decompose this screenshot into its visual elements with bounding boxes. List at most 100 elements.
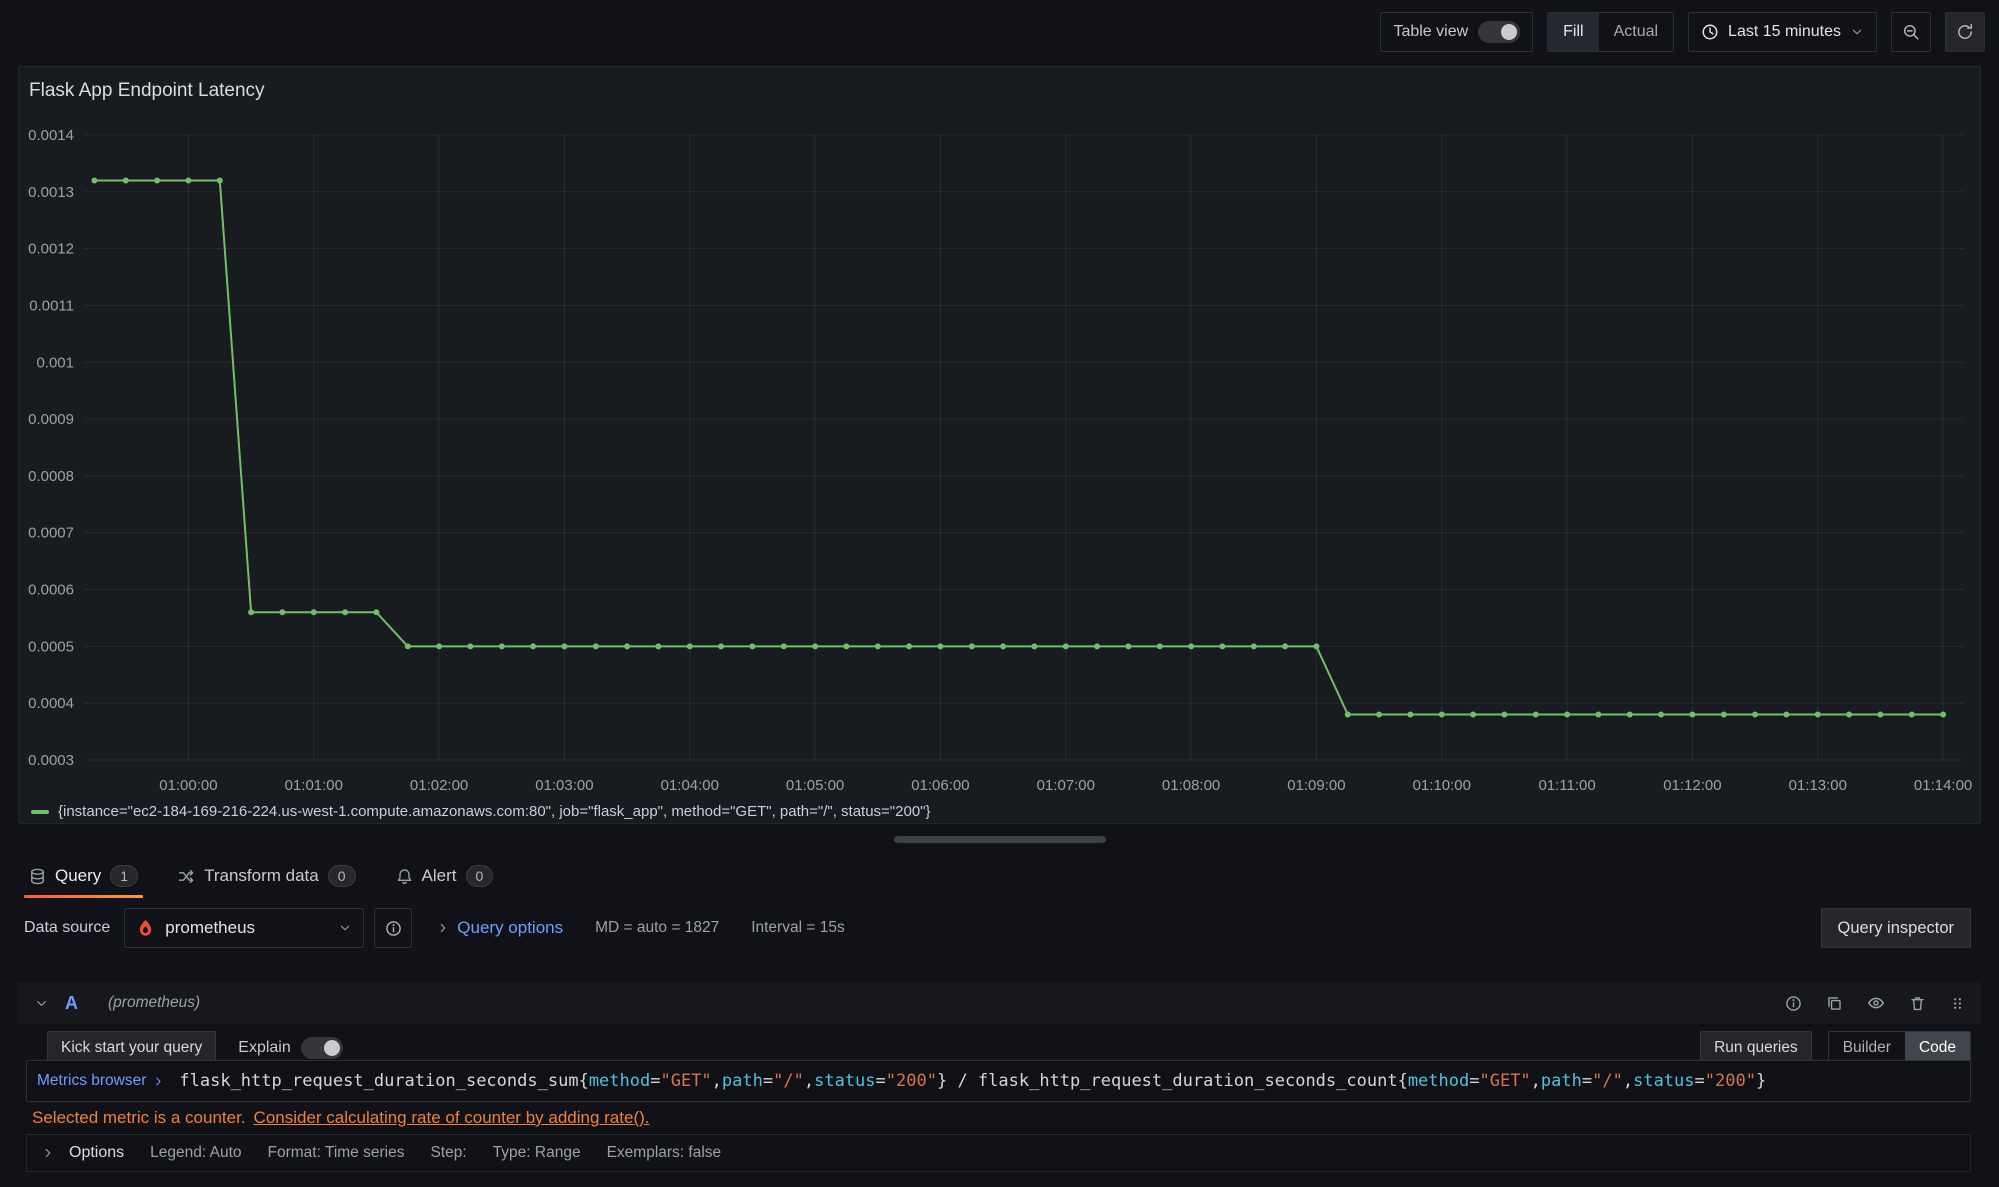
zoom-out-icon — [1902, 23, 1920, 41]
delete-query-button[interactable] — [1909, 995, 1926, 1012]
svg-text:01:04:00: 01:04:00 — [661, 777, 719, 794]
svg-text:01:08:00: 01:08:00 — [1162, 777, 1220, 794]
tab-transform-badge: 0 — [328, 865, 356, 887]
query-options-label: Query options — [457, 918, 563, 938]
svg-text:01:14:00: 01:14:00 — [1914, 777, 1972, 794]
metrics-browser-label: Metrics browser — [37, 1072, 146, 1090]
svg-text:01:10:00: 01:10:00 — [1413, 777, 1471, 794]
prometheus-icon — [136, 919, 155, 938]
svg-text:0.0009: 0.0009 — [28, 411, 74, 428]
promql-editor-row: Metrics browser flask_http_request_durat… — [26, 1060, 1971, 1102]
explain-label: Explain — [238, 1039, 290, 1057]
info-icon — [385, 920, 402, 937]
chevron-down-icon — [338, 921, 352, 935]
angle-right-icon — [152, 1075, 165, 1088]
tab-alert[interactable]: Alert 0 — [391, 854, 499, 898]
tab-alert-badge: 0 — [466, 865, 494, 887]
svg-text:01:12:00: 01:12:00 — [1663, 777, 1721, 794]
legend: {instance="ec2-184-169-216-224.us-west-1… — [31, 803, 931, 820]
option-format: Format: Time series — [268, 1144, 405, 1162]
query-inspector-button[interactable]: Query inspector — [1821, 908, 1971, 948]
latency-chart: 0.0003 0.0004 0.0005 0.0006 0.0007 0.0008 0.00… — [19, 115, 1980, 815]
query-ref-id[interactable]: A — [65, 993, 78, 1014]
transform-icon — [178, 868, 195, 885]
explain-toggle[interactable] — [301, 1037, 343, 1059]
option-exemplars: Exemplars: false — [607, 1144, 722, 1162]
interval-text: Interval = 15s — [751, 919, 844, 937]
resize-handle[interactable] — [894, 836, 1106, 843]
datasource-picker[interactable]: prometheus — [124, 908, 364, 948]
counter-warning-row: Selected metric is a counter. Consider c… — [32, 1108, 650, 1128]
clock-icon — [1701, 23, 1719, 41]
collapse-chevron-down-icon[interactable] — [34, 996, 49, 1011]
query-datasource-hint: (prometheus) — [108, 994, 200, 1012]
database-icon — [29, 868, 46, 885]
bell-icon — [396, 868, 413, 885]
svg-text:0.0006: 0.0006 — [28, 582, 74, 599]
svg-text:0.0008: 0.0008 — [28, 468, 74, 485]
svg-text:01:00:00: 01:00:00 — [159, 777, 217, 794]
zoom-out-button[interactable] — [1891, 12, 1931, 52]
svg-text:0.0004: 0.0004 — [28, 695, 74, 712]
query-row-header: A (prometheus) — [18, 982, 1981, 1024]
explain-group: Explain — [238, 1037, 342, 1059]
option-step: Step: — [430, 1144, 466, 1162]
svg-text:01:06:00: 01:06:00 — [911, 777, 969, 794]
latency-panel: Flask App Endpoint Latency 0.00030.00040… — [18, 66, 1981, 824]
angle-right-icon[interactable] — [41, 1146, 55, 1160]
svg-text:0.0011: 0.0011 — [29, 298, 74, 315]
editor-tabs: Query 1 Transform data 0 Alert 0 — [24, 854, 498, 898]
counter-warning-text: Selected metric is a counter. — [32, 1108, 246, 1128]
tab-transform-data[interactable]: Transform data 0 — [173, 854, 360, 898]
query-options-toggle[interactable]: Query options — [436, 918, 563, 938]
svg-text:0.0014: 0.0014 — [28, 127, 74, 144]
legend-label[interactable]: {instance="ec2-184-169-216-224.us-west-1… — [58, 803, 931, 820]
datasource-row: Data source prometheus Query options MD … — [24, 908, 1971, 948]
refresh-button[interactable] — [1945, 12, 1985, 52]
toggle-visibility-button[interactable] — [1867, 994, 1885, 1012]
promql-query-input[interactable]: flask_http_request_duration_seconds_sum{… — [179, 1071, 1960, 1091]
fill-option[interactable]: Fill — [1548, 13, 1598, 51]
table-view-label: Table view — [1393, 23, 1468, 41]
query-help-button[interactable] — [1785, 995, 1802, 1012]
options-label[interactable]: Options — [69, 1144, 124, 1162]
svg-text:01:01:00: 01:01:00 — [285, 777, 343, 794]
drag-query-handle[interactable] — [1950, 996, 1965, 1011]
refresh-icon — [1956, 23, 1974, 41]
rate-hint-link[interactable]: Consider calculating rate of counter by … — [254, 1108, 650, 1128]
actual-option[interactable]: Actual — [1599, 13, 1673, 51]
options-row: Options Legend: Auto Format: Time series… — [26, 1134, 1971, 1172]
datasource-info-button[interactable] — [374, 908, 412, 948]
time-range-picker[interactable]: Last 15 minutes — [1688, 12, 1877, 52]
chevron-down-icon — [1850, 25, 1864, 39]
svg-text:0.001: 0.001 — [36, 354, 74, 371]
datasource-value: prometheus — [165, 918, 255, 938]
legend-marker — [31, 810, 49, 814]
tab-query[interactable]: Query 1 — [24, 854, 143, 898]
tab-transform-label: Transform data — [204, 866, 319, 886]
option-type: Type: Range — [493, 1144, 581, 1162]
time-range-label: Last 15 minutes — [1728, 23, 1841, 41]
tab-query-badge: 1 — [110, 865, 138, 887]
svg-text:01:11:00: 01:11:00 — [1538, 777, 1595, 794]
top-toolbar: Table view Fill Actual Last 15 minutes — [0, 0, 1999, 64]
fill-actual-segment: Fill Actual — [1547, 12, 1674, 52]
svg-text:0.0007: 0.0007 — [28, 525, 74, 542]
svg-text:01:09:00: 01:09:00 — [1287, 777, 1345, 794]
svg-text:01:05:00: 01:05:00 — [786, 777, 844, 794]
option-legend: Legend: Auto — [150, 1144, 241, 1162]
svg-text:0.0012: 0.0012 — [28, 241, 74, 258]
query-row-actions — [1785, 994, 1965, 1012]
svg-text:01:02:00: 01:02:00 — [410, 777, 468, 794]
table-view-toggle[interactable] — [1478, 21, 1520, 43]
panel-title: Flask App Endpoint Latency — [29, 80, 265, 102]
angle-right-icon — [436, 921, 450, 935]
svg-text:0.0005: 0.0005 — [28, 638, 74, 655]
svg-text:01:13:00: 01:13:00 — [1789, 777, 1847, 794]
metrics-browser-button[interactable]: Metrics browser — [37, 1072, 165, 1090]
svg-text:01:07:00: 01:07:00 — [1037, 777, 1095, 794]
duplicate-query-button[interactable] — [1826, 995, 1843, 1012]
max-data-points-text: MD = auto = 1827 — [595, 919, 719, 937]
svg-text:0.0003: 0.0003 — [28, 752, 74, 769]
tab-alert-label: Alert — [422, 866, 457, 886]
